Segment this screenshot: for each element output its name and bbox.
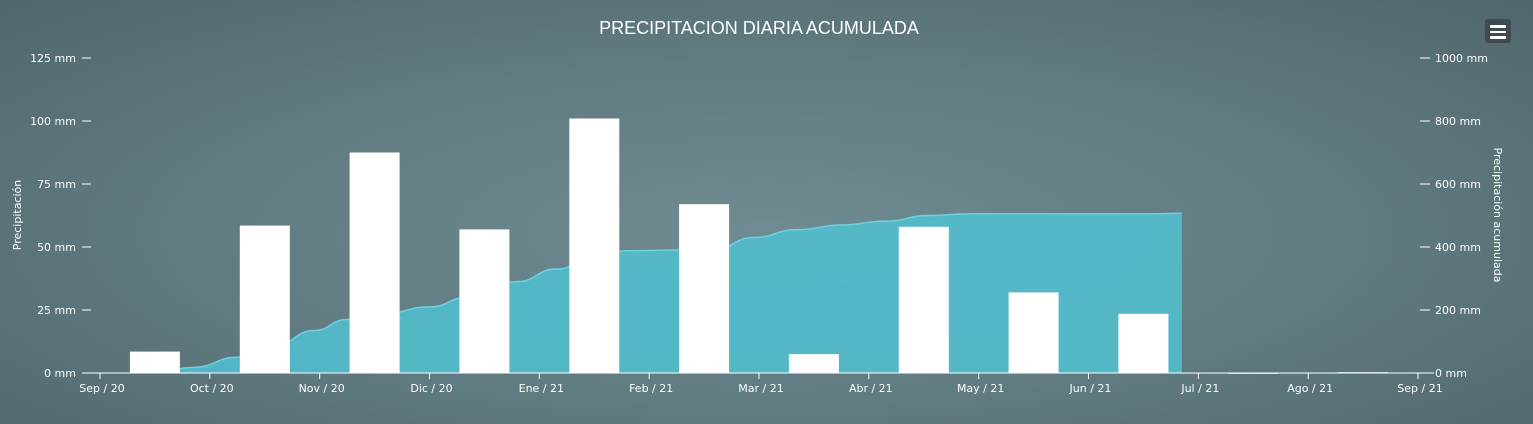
left-axis-tick-label: 75 mm: [37, 178, 76, 191]
left-axis-tick-label: 125 mm: [30, 52, 76, 65]
precipitation-bar: [129, 351, 180, 373]
right-axis-tick-label: 600 mm: [1435, 178, 1481, 191]
precipitation-bar: [1008, 292, 1059, 373]
left-axis-tick-label: 0 mm: [44, 367, 76, 380]
precipitation-bar: [1118, 313, 1169, 373]
accumulated-line: [160, 212, 1182, 373]
precipitation-bar: [349, 152, 400, 373]
x-axis-tick-label: Sep / 20: [79, 382, 124, 395]
precipitation-bar: [569, 118, 620, 373]
right-axis-tick-label: 200 mm: [1435, 304, 1481, 317]
x-axis-tick-label: Feb / 21: [629, 382, 673, 395]
x-axis-tick-label: Abr / 21: [849, 382, 893, 395]
left-axis-title: Precipitación: [11, 180, 24, 251]
hamburger-menu-icon: [1490, 36, 1506, 39]
x-axis-tick-label: Ene / 21: [519, 382, 564, 395]
x-axis-tick-label: Sep / 21: [1397, 382, 1442, 395]
precipitation-bar: [239, 225, 290, 373]
right-axis-tick-label: 1000 mm: [1435, 52, 1488, 65]
hamburger-menu-button[interactable]: [1485, 19, 1511, 43]
x-axis-tick-label: Mar / 21: [738, 382, 783, 395]
daily-precipitation-bars: [129, 118, 1389, 374]
right-axis: 0 mm 200 mm 400 mm 600 mm 800 mm 1000 mm: [1420, 52, 1488, 380]
left-axis-tick-label: 50 mm: [37, 241, 76, 254]
right-axis-title: Precipitación acumulada: [1491, 148, 1504, 283]
left-axis: 0 mm 25 mm 50 mm 75 mm 100 mm 125 mm: [30, 52, 91, 380]
chart-title: PRECIPITACION DIARIA ACUMULADA: [599, 18, 919, 38]
x-axis-tick-label: Ago / 21: [1287, 382, 1333, 395]
left-axis-tick-label: 25 mm: [37, 304, 76, 317]
precipitation-bar: [459, 229, 510, 373]
precipitation-bar: [898, 226, 949, 373]
precipitation-bar: [788, 354, 839, 373]
x-axis-tick-label: Jul / 21: [1180, 382, 1219, 395]
right-axis-tick-label: 800 mm: [1435, 115, 1481, 128]
x-axis-tick-label: Oct / 20: [190, 382, 234, 395]
hamburger-menu-icon: [1490, 25, 1506, 28]
x-axis-tick-label: May / 21: [957, 382, 1004, 395]
hamburger-menu-icon: [1490, 30, 1506, 33]
x-axis: Sep / 20 Oct / 20 Nov / 20 Dic / 20 Ene / 21…: [79, 373, 1443, 395]
x-axis-tick-label: Jun / 21: [1069, 382, 1112, 395]
left-axis-tick-label: 100 mm: [30, 115, 76, 128]
precipitation-bar: [679, 204, 730, 373]
x-axis-tick-label: Nov / 20: [299, 382, 345, 395]
x-axis-tick-label: Dic / 20: [410, 382, 452, 395]
right-axis-tick-label: 400 mm: [1435, 241, 1481, 254]
right-axis-tick-label: 0 mm: [1435, 367, 1467, 380]
